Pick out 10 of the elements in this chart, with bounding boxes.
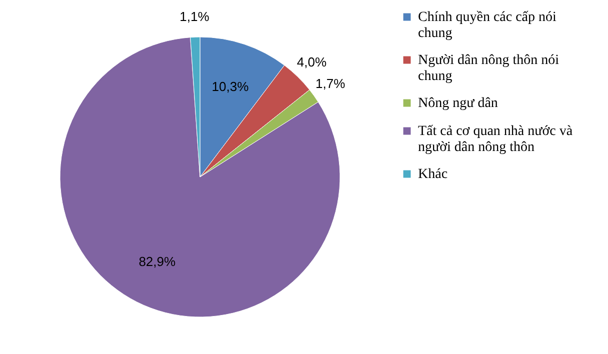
- data-label: 1,7%: [316, 76, 346, 92]
- legend-label: Chính quyền các cấp nói chung: [418, 10, 557, 41]
- data-label: 4,0%: [296, 54, 327, 70]
- data-label: 10,3%: [212, 78, 250, 94]
- data-label: 1,1%: [180, 9, 210, 24]
- data-label: 82,9%: [138, 254, 176, 269]
- legend-label: Người dân nông thôn nói chung: [418, 53, 560, 84]
- legend-label: Khác: [418, 167, 448, 182]
- legend-label: Nông ngư dân: [418, 96, 498, 111]
- legend-label: Tất cả cơ quan nhà nước và người dân nông thôn: [418, 124, 574, 155]
